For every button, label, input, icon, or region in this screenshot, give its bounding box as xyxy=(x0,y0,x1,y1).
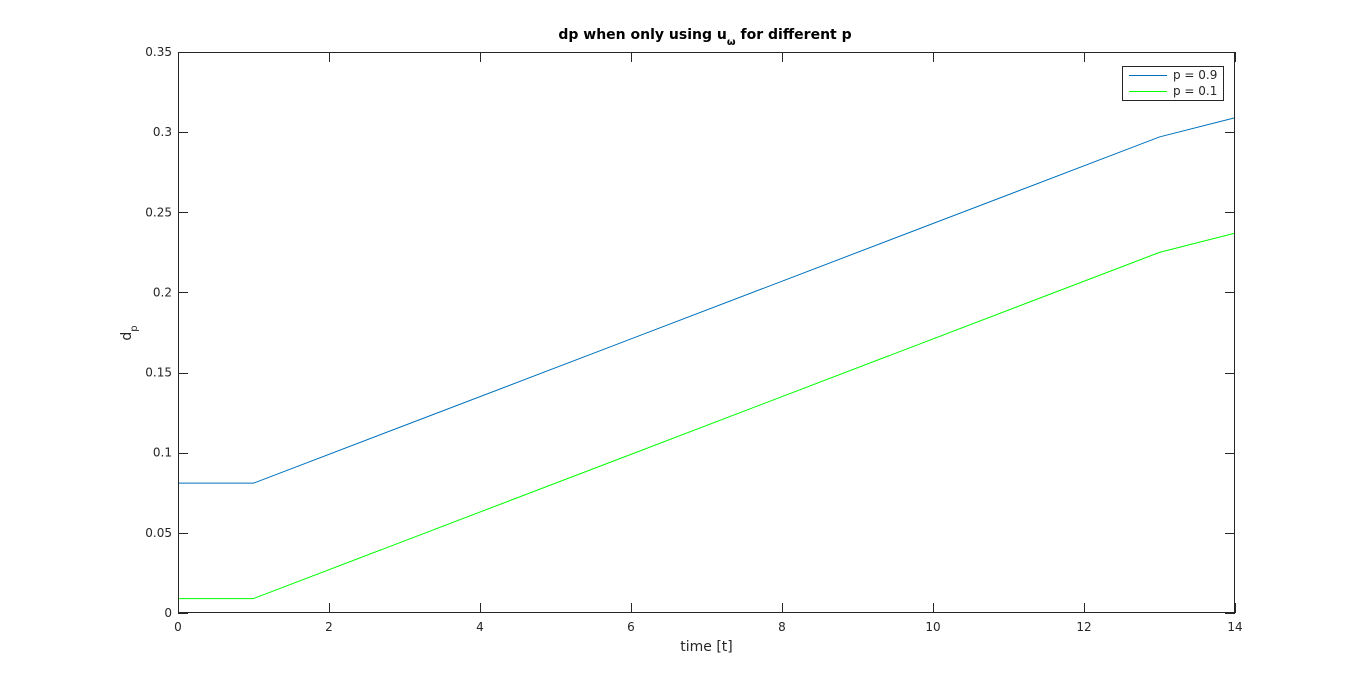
legend-label-1: p = 0.9 xyxy=(1173,68,1217,82)
plot-background xyxy=(178,52,1235,613)
y-tick-label: 0.3 xyxy=(153,125,172,139)
x-tick-label: 12 xyxy=(1076,620,1091,634)
x-tick-label: 10 xyxy=(925,620,940,634)
series-line-2 xyxy=(178,232,1236,600)
y-axis-label: dp xyxy=(119,325,140,340)
legend: p = 0.9 p = 0.1 xyxy=(1122,66,1224,101)
x-tick-label: 8 xyxy=(778,620,786,634)
y-tick-label: 0.35 xyxy=(145,45,172,59)
y-tick-label: 0 xyxy=(164,606,172,620)
chart-title-subscript: ω xyxy=(727,37,736,48)
legend-box xyxy=(1122,66,1224,101)
x-axis-label: time [t] xyxy=(680,639,733,655)
label-layer: dp when only using uω for different p tim… xyxy=(119,27,852,655)
series-layer xyxy=(178,117,1236,600)
y-axis-label-main: d xyxy=(119,332,135,341)
chart-title-main: dp when only using u xyxy=(558,27,726,43)
plot-area xyxy=(178,52,1235,613)
y-tick-label: 0.25 xyxy=(145,205,172,219)
x-tick-label: 6 xyxy=(627,620,635,634)
x-tick-label: 0 xyxy=(174,620,182,634)
y-tick-label: 0.1 xyxy=(153,446,172,460)
x-tick-label: 4 xyxy=(476,620,484,634)
axes-box xyxy=(178,52,1235,613)
series-line-1 xyxy=(178,117,1236,484)
tick-layer: 0 2 4 6 8 10 12 14 0 0.05 0.1 0.15 0.2 0.25 0.3 0.35 xyxy=(145,45,1242,634)
y-axis-label-subscript: p xyxy=(129,325,140,331)
x-tick-label: 14 xyxy=(1227,620,1242,634)
axes-frame xyxy=(178,52,1235,613)
y-tick-label: 0.05 xyxy=(145,526,172,540)
x-tick-label: 2 xyxy=(325,620,333,634)
y-tick-label: 0.2 xyxy=(153,285,172,299)
chart-title: dp when only using uω for different p xyxy=(558,27,851,48)
chart-title-suffix: for different p xyxy=(741,27,852,43)
y-tick-label: 0.15 xyxy=(145,366,172,380)
legend-label-2: p = 0.1 xyxy=(1173,84,1217,98)
